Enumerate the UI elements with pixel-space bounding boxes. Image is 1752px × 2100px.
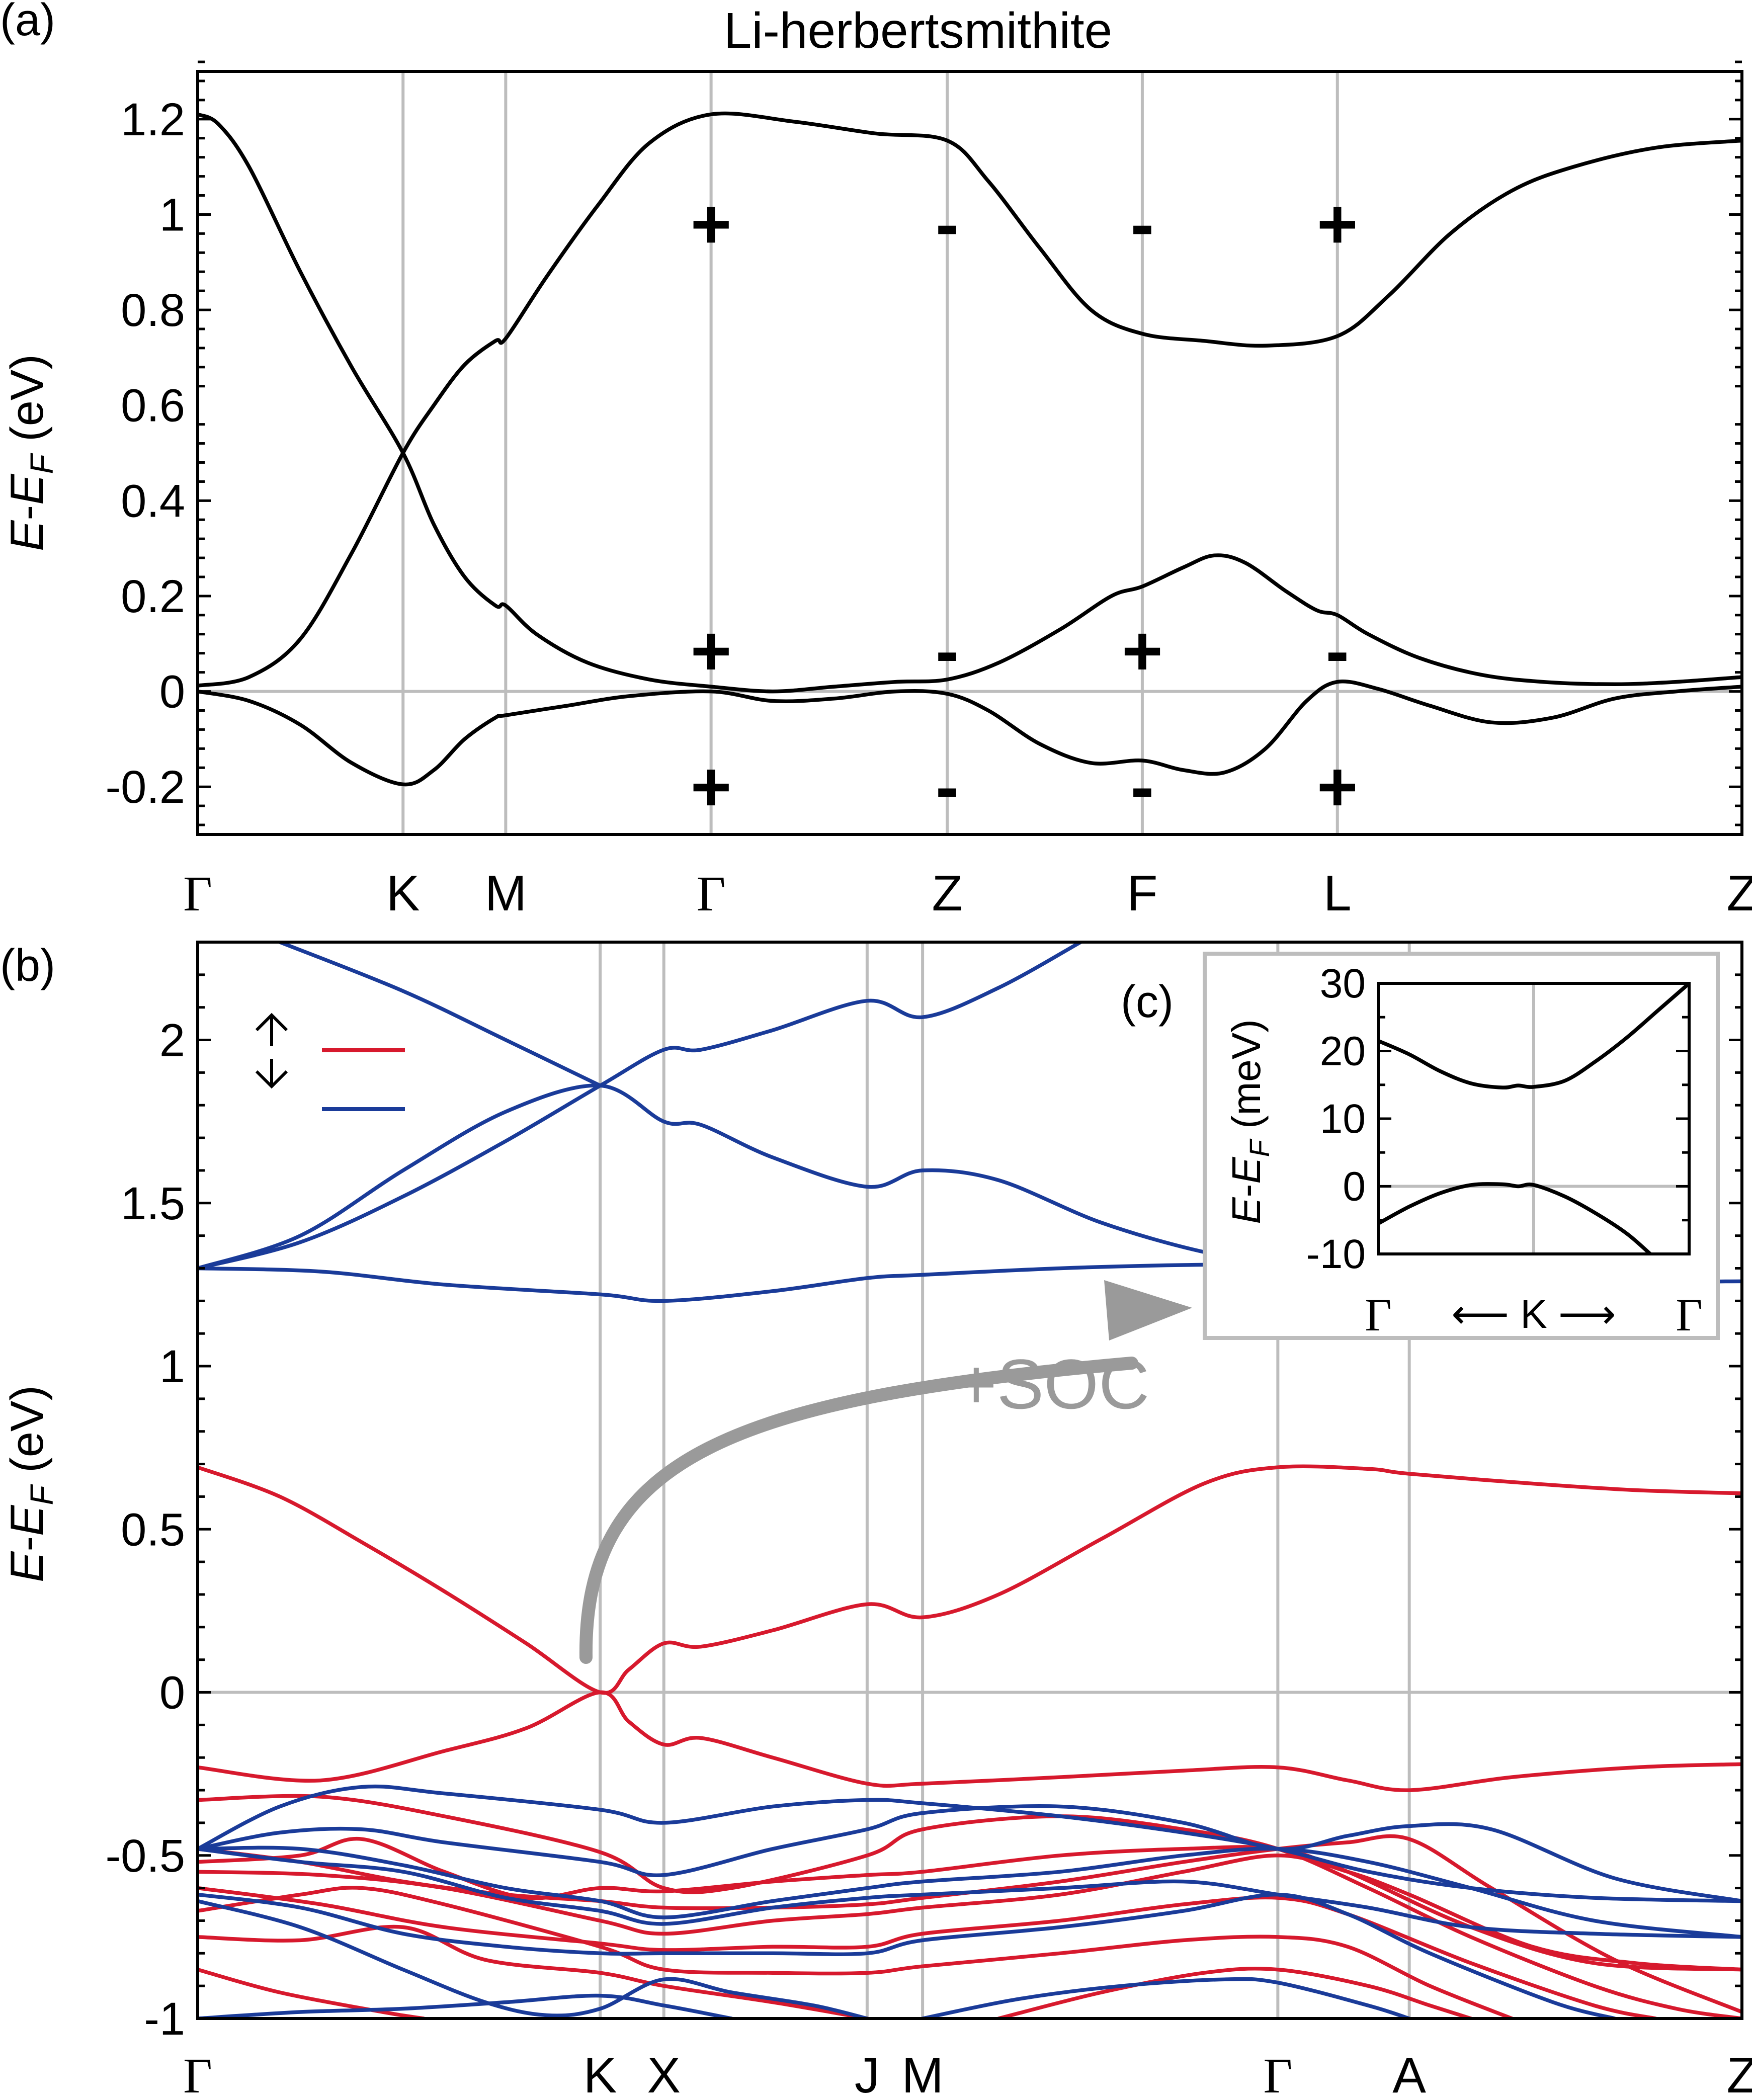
- y-tick-label: -1: [144, 1993, 185, 2045]
- y-tick-label: 0.8: [121, 285, 185, 336]
- kpoint-label: Γ: [1263, 2048, 1292, 2100]
- soc-label: +SOC: [956, 1345, 1149, 1423]
- inset-gamma-left: Γ: [1365, 1289, 1391, 1340]
- y-tick-label: 20: [1320, 1029, 1366, 1074]
- y-tick-label: 0: [159, 1667, 185, 1719]
- parity-annotation: -: [936, 747, 959, 826]
- y-tick-label: 2: [159, 1015, 185, 1066]
- band-series-a-0: [198, 112, 1742, 694]
- band-series-b-20: [198, 1899, 869, 2019]
- panel-c-ylabel: E-EF (meV): [1224, 1019, 1275, 1224]
- y-tick-label: 30: [1320, 961, 1366, 1006]
- panel-label-b: (b): [0, 941, 55, 991]
- parity-annotation: -: [936, 611, 959, 690]
- panel-a-ylabel: E-EF (eV): [2, 354, 60, 551]
- band-series-b-10: [996, 1967, 1473, 2019]
- chart-title: Li-herbertsmithite: [724, 3, 1113, 59]
- panel-label-a: (a): [0, 0, 55, 45]
- band-series-b-19: [198, 1892, 1617, 2019]
- parity-annotation: +: [1122, 611, 1163, 690]
- band-series-b-18: [198, 1847, 1742, 1939]
- band-series-b-21: [198, 1993, 734, 2019]
- panel-label-c: (c): [1121, 977, 1174, 1027]
- band-series-b-2: [198, 1794, 1742, 2019]
- panel-a-frame: [196, 70, 1743, 836]
- y-tick-label: -0.2: [105, 762, 185, 813]
- band-series-b-22: [921, 1977, 1411, 2019]
- band-series-b-7: [198, 1886, 1514, 2019]
- panel-b-ylabel: E-EF (eV): [2, 1385, 60, 1582]
- band-series-b-6: [198, 1886, 1658, 2019]
- band-series-b-4: [198, 1836, 1742, 1972]
- kpoint-label: L: [1323, 865, 1352, 921]
- kpoint-label: Z: [1726, 2047, 1752, 2100]
- kpoint-label: Z: [932, 865, 963, 921]
- y-tick-label: 0.4: [121, 475, 185, 527]
- parity-annotation: +: [691, 747, 732, 826]
- y-tick-label: 1.2: [121, 94, 185, 145]
- kpoint-label: Γ: [183, 2048, 212, 2100]
- kpoint-label: F: [1127, 865, 1157, 921]
- parity-annotation: +: [1317, 747, 1358, 826]
- y-tick-label: 0: [159, 666, 185, 718]
- band-series-b-16: [198, 1804, 1742, 1903]
- y-tick-label: 1.5: [121, 1178, 185, 1229]
- parity-annotation: -: [936, 184, 959, 263]
- band-series-b-17: [198, 1845, 1742, 1939]
- parity-annotation: +: [691, 184, 732, 263]
- spin-double-arrow-icon: [255, 1013, 288, 1089]
- y-tick-label: 0.5: [121, 1504, 185, 1555]
- band-series-b-14: [278, 942, 602, 1088]
- panel-c-inset: -10 0 10 20 30 (c) E-EF (meV) Γ ⟵ K ⟶ Γ: [1121, 952, 1720, 1340]
- y-tick-label: -10: [1306, 1231, 1366, 1277]
- band-series-b-0: [198, 1464, 1742, 1695]
- parity-annotation: -: [1325, 611, 1349, 690]
- inset-gamma-right: Γ: [1676, 1289, 1702, 1340]
- inset-k-arrows: ⟵ K ⟶: [1451, 1292, 1616, 1336]
- kpoint-label: K: [583, 2047, 617, 2100]
- kpoint-label: K: [386, 865, 420, 921]
- kpoint-label: Z: [1726, 865, 1752, 921]
- band-series-c-0: [1378, 983, 1689, 1089]
- y-tick-label: 0: [1343, 1164, 1366, 1210]
- panel-b: -1 -0.5 0 0.5 1 1.5 2 Γ K X J M Γ A Z E-EF (eV) +SOC: [2, 941, 1752, 2100]
- y-tick-label: 1: [159, 189, 185, 240]
- kpoint-label: X: [647, 2047, 681, 2100]
- panel-b-frame: [196, 941, 1743, 2020]
- parity-annotation: -: [1131, 184, 1154, 263]
- soc-arrowhead-icon: [1104, 1280, 1192, 1340]
- y-tick-label: 0.2: [121, 571, 185, 622]
- kpoint-label: J: [855, 2047, 880, 2100]
- band-series-b-13: [198, 1083, 1280, 1271]
- panel-c-frame: [1377, 982, 1691, 1255]
- kpoint-label: Γ: [183, 866, 212, 921]
- kpoint-label: Γ: [697, 866, 726, 921]
- y-tick-label: -0.5: [105, 1830, 185, 1882]
- inset-box: [1203, 952, 1720, 1340]
- y-tick-label: 1: [159, 1341, 185, 1392]
- kpoint-label: M: [485, 865, 527, 921]
- kpoint-label: M: [901, 2047, 943, 2100]
- band-series-b-8: [198, 1924, 869, 2019]
- band-series-c-1: [1378, 1182, 1652, 1254]
- parity-annotation: -: [1131, 747, 1154, 826]
- panel-a: -0.2 0 0.2 0.4 0.6 0.8 1 1.2 Γ K M Γ Z F L Z + - - + + - + - + - -…: [2, 60, 1752, 921]
- parity-annotation: +: [691, 611, 732, 690]
- band-series-b-15: [198, 1784, 1742, 1903]
- spin-legend: [255, 1013, 405, 1111]
- band-series-b-9: [198, 1967, 426, 2019]
- y-tick-label: 0.6: [121, 380, 185, 432]
- band-series-a-1: [198, 111, 1742, 688]
- band-series-a-2: [198, 680, 1742, 787]
- band-series-b-12: [198, 942, 1083, 1271]
- band-series-b-1: [198, 1690, 1742, 1792]
- y-tick-label: 10: [1320, 1096, 1366, 1142]
- parity-annotation: +: [1317, 184, 1358, 263]
- soc-arrow: +SOC: [579, 1280, 1192, 1664]
- kpoint-label: A: [1392, 2047, 1426, 2100]
